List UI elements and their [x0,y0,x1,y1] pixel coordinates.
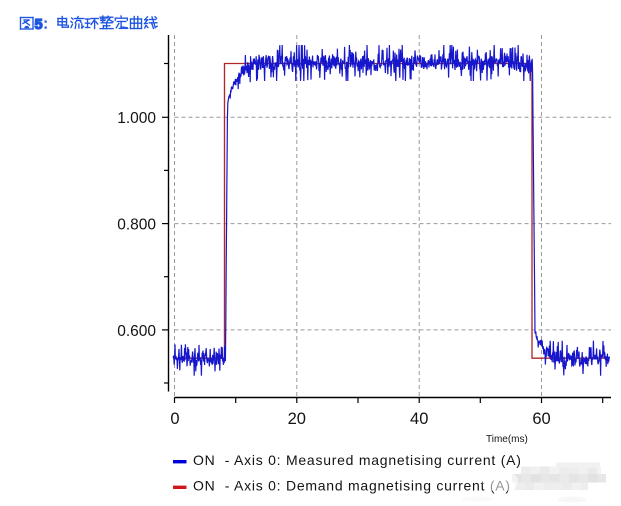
svg-text:Time(ms): Time(ms) [486,434,528,445]
svg-text:60: 60 [532,410,550,428]
svg-text:ON - Axis 0: Demand magnetisi: ON - Axis 0: Demand magnetising current … [193,477,511,493]
svg-text:0: 0 [170,410,179,428]
svg-text:0.800: 0.800 [117,217,156,234]
svg-text:ON - Axis 0: Measured magneti: ON - Axis 0: Measured magnetising curren… [193,452,522,468]
svg-text:40: 40 [410,410,428,428]
svg-text:5: 5 [35,17,43,33]
svg-text:0.600: 0.600 [117,323,156,340]
svg-text:1.000: 1.000 [117,110,156,127]
svg-text:20: 20 [288,410,306,428]
